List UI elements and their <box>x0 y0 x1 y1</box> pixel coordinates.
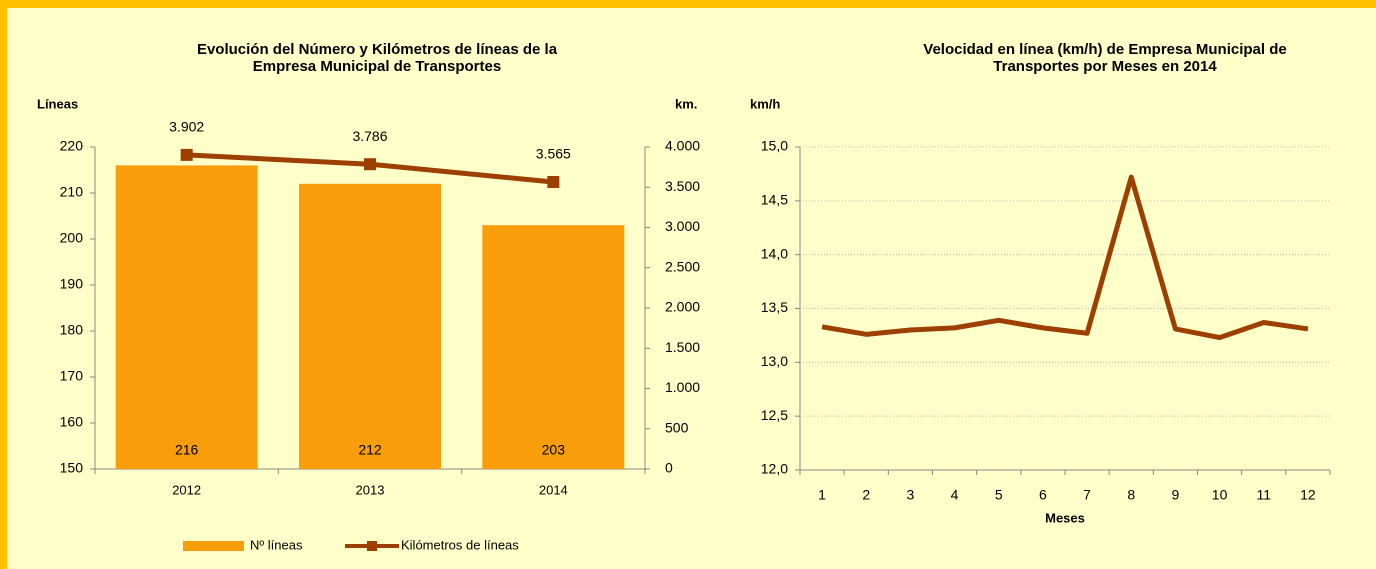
y2-tick-label: 3.500 <box>665 178 700 194</box>
x-tick-label: 4 <box>951 487 959 503</box>
y-tick-label: 200 <box>60 230 84 246</box>
y2-tick-label: 500 <box>665 419 689 435</box>
x-tick-label: 11 <box>1256 487 1271 503</box>
x-tick-label: 10 <box>1212 487 1228 503</box>
x-tick-label: 1 <box>818 487 826 503</box>
y2-tick-label: 4.000 <box>665 138 700 154</box>
y2-tick-label: 1.500 <box>665 339 700 355</box>
x-tick-label: 7 <box>1083 487 1091 503</box>
y2-tick-label: 3.000 <box>665 218 700 234</box>
x-tick-label: 9 <box>1172 487 1180 503</box>
y-tick-label: 15,0 <box>761 138 788 154</box>
y-tick-label: 160 <box>60 414 84 430</box>
y-tick-label: 13,5 <box>761 299 788 315</box>
y-tick-label: 180 <box>60 322 84 338</box>
y2-tick-label: 2.500 <box>665 258 700 274</box>
y2-axis-label: km. <box>675 96 697 111</box>
legend-marker <box>367 541 377 551</box>
x-tick-label: 2013 <box>356 482 385 497</box>
y-tick-label: 150 <box>60 460 84 476</box>
y-tick-label: 14,0 <box>761 245 788 261</box>
x-tick-label: 12 <box>1300 487 1316 503</box>
x-tick-label: 2012 <box>172 482 201 497</box>
x-tick-label: 3 <box>907 487 915 503</box>
line-value-label: 3.902 <box>169 119 204 135</box>
line-value-label: 3.786 <box>352 128 387 144</box>
line-marker <box>180 148 193 161</box>
x-tick-label: 8 <box>1127 487 1135 503</box>
bar <box>482 225 625 469</box>
x-tick-label: 6 <box>1039 487 1047 503</box>
line-marker <box>364 158 376 171</box>
y2-tick-label: 0 <box>665 460 673 476</box>
line-marker <box>547 176 560 189</box>
y-tick-label: 13,0 <box>761 353 788 369</box>
bar <box>299 183 441 470</box>
chart-title: Empresa Municipal de Transportes <box>253 58 501 75</box>
y-tick-label: 190 <box>60 276 84 292</box>
y-axis-label: km/h <box>750 96 780 111</box>
y-tick-label: 210 <box>60 184 84 200</box>
y-tick-label: 170 <box>60 368 84 384</box>
speed-line <box>821 174 1309 341</box>
line-value-label: 3.565 <box>536 146 571 162</box>
bar-value-label: 212 <box>358 442 382 458</box>
chart-title: Transportes por Meses en 2014 <box>993 58 1217 75</box>
chart-title: Evolución del Número y Kilómetros de lín… <box>197 41 558 58</box>
charts: Evolución del Número y Kilómetros de lín… <box>37 41 1331 552</box>
y-tick-label: 220 <box>60 138 84 154</box>
legend-label: Kilómetros de líneas <box>401 537 519 552</box>
bar-value-label: 216 <box>175 442 199 458</box>
y-tick-label: 12,5 <box>761 407 788 423</box>
bar-value-label: 203 <box>542 442 566 458</box>
x-tick-label: 2 <box>862 487 870 503</box>
y-tick-label: 14,5 <box>761 192 788 208</box>
x-tick-label: 5 <box>995 487 1003 503</box>
bar <box>115 165 258 469</box>
y-tick-label: 12,0 <box>761 461 788 477</box>
legend-swatch <box>183 541 244 551</box>
y2-tick-label: 2.000 <box>665 299 700 315</box>
y2-tick-label: 1.000 <box>665 379 700 395</box>
chart-title: Velocidad en línea (km/h) de Empresa Mun… <box>923 41 1286 58</box>
x-tick-label: 2014 <box>539 482 568 497</box>
y-axis-label: Líneas <box>37 96 78 111</box>
x-axis-label: Meses <box>1045 510 1085 525</box>
legend-label: Nº líneas <box>250 537 303 552</box>
